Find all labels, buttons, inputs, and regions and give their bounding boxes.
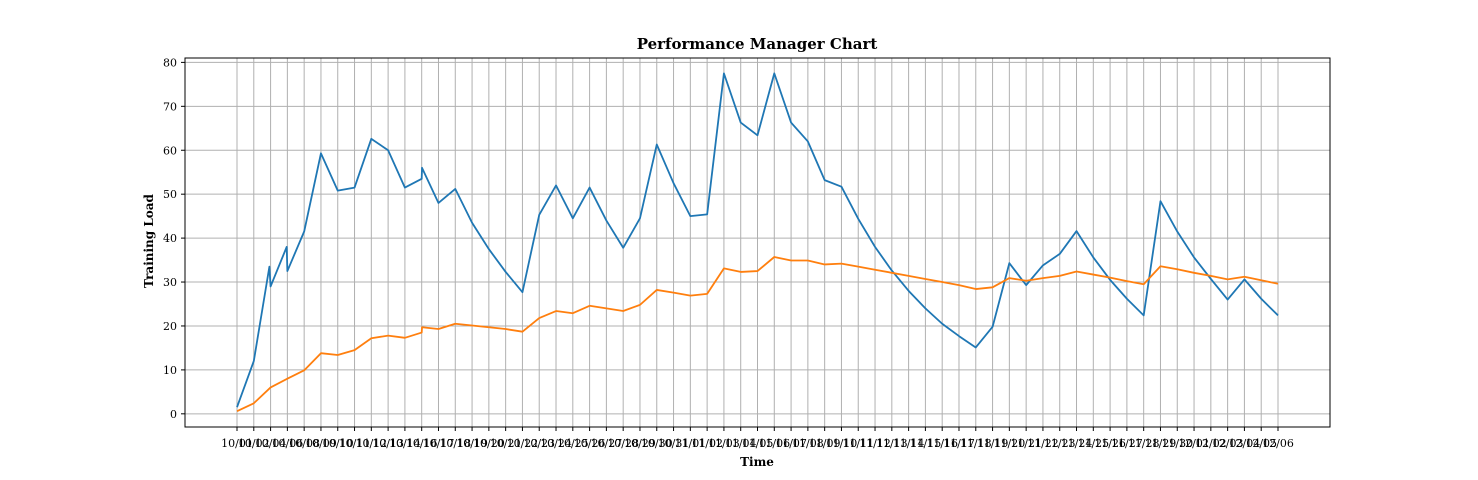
x-tick-label: 10/10 — [322, 437, 354, 450]
y-tick-label: 0 — [170, 408, 177, 421]
x-gridlines — [236, 58, 1279, 427]
y-tick-label: 70 — [163, 100, 177, 113]
x-tick-label: 10/30 — [641, 437, 673, 450]
series-line-2 — [236, 256, 1279, 413]
x-tick-label: 11/26 — [1094, 437, 1126, 450]
x-tick-label: 11/13 — [876, 437, 908, 450]
x-tick-label: 10/04 — [255, 437, 287, 450]
series-line-1 — [236, 72, 1279, 408]
x-tick-label: 10/31 — [658, 437, 690, 450]
y-tick-label: 50 — [163, 188, 177, 201]
x-tick-label: 10/09 — [305, 437, 337, 450]
y-ticks: 0 10 20 30 40 50 60 70 80 — [163, 56, 185, 421]
x-tick-label: 11/29 — [1145, 437, 1177, 450]
x-tick-label: 10/13 — [372, 437, 404, 450]
y-gridlines — [185, 61, 1330, 415]
x-tick-label: 11/10 — [826, 437, 858, 450]
x-tick-label: 11/21 — [1010, 437, 1042, 450]
x-tick-label: 10/28 — [607, 437, 639, 450]
x-tick-label: 10/14 — [389, 437, 421, 450]
x-tick-label: 10/01 — [221, 437, 253, 450]
x-tick-label: 10/17 — [423, 437, 455, 450]
x-tick-label: 11/06 — [758, 437, 790, 450]
x-tick-label: 11/19 — [977, 437, 1009, 450]
x-tick-label: 12/04 — [1229, 437, 1261, 450]
x-tick-label: 11/30 — [1161, 437, 1193, 450]
y-tick-label: 20 — [163, 320, 177, 333]
x-tick-label: 11/03 — [708, 437, 740, 450]
x-tick-label: 12/03 — [1212, 437, 1244, 450]
x-tick-label: 10/21 — [490, 437, 522, 450]
x-tick-label: 11/15 — [910, 437, 942, 450]
x-tick-label: 12/05 — [1245, 437, 1277, 450]
x-tick-label: 10/27 — [591, 437, 623, 450]
x-tick-label: 11/22 — [1027, 437, 1059, 450]
x-tick-label: 11/01 — [674, 437, 706, 450]
x-tick-label: 11/23 — [1044, 437, 1076, 450]
x-tick-label: 11/05 — [742, 437, 774, 450]
x-tick-label: 11/28 — [1128, 437, 1160, 450]
x-ticks: 10/0110/0210/0410/0610/0810/0910/1010/11… — [221, 427, 1294, 450]
x-tick-label: 11/27 — [1111, 437, 1143, 450]
y-tick-label: 60 — [163, 144, 177, 157]
x-tick-label: 11/17 — [943, 437, 975, 450]
y-tick-label: 80 — [163, 56, 177, 69]
x-tick-label: 11/09 — [809, 437, 841, 450]
x-tick-label: 11/18 — [960, 437, 992, 450]
x-tick-label: 11/16 — [926, 437, 958, 450]
x-tick-label: 10/16 — [406, 437, 438, 450]
x-tick-label: 11/24 — [1061, 437, 1093, 450]
x-tick-label: 10/25 — [557, 437, 589, 450]
x-tick-label: 10/19 — [456, 437, 488, 450]
x-tick-label: 11/14 — [893, 437, 925, 450]
x-tick-label: 11/12 — [859, 437, 891, 450]
x-tick-label: 12/06 — [1262, 437, 1294, 450]
x-tick-label: 11/04 — [725, 437, 757, 450]
x-axis-label: Time — [740, 455, 774, 469]
x-tick-label: 12/01 — [1178, 437, 1210, 450]
x-tick-label: 10/22 — [507, 437, 539, 450]
series-lines — [236, 72, 1279, 413]
x-tick-label: 11/08 — [792, 437, 824, 450]
x-tick-label: 10/08 — [288, 437, 320, 450]
y-axis-label: Training Load — [142, 193, 156, 288]
y-tick-label: 30 — [163, 276, 177, 289]
x-tick-label: 10/23 — [523, 437, 555, 450]
x-tick-label: 10/11 — [339, 437, 371, 450]
x-tick-label: 11/07 — [775, 437, 807, 450]
x-tick-label: 10/12 — [355, 437, 387, 450]
x-tick-label: 10/26 — [574, 437, 606, 450]
x-tick-label: 11/02 — [691, 437, 723, 450]
x-tick-label: 11/20 — [994, 437, 1026, 450]
x-tick-label: 10/18 — [439, 437, 471, 450]
x-tick-label: 10/06 — [272, 437, 304, 450]
x-tick-label: 10/20 — [473, 437, 505, 450]
x-tick-label: 11/11 — [842, 437, 874, 450]
x-tick-label: 10/24 — [540, 437, 572, 450]
y-tick-label: 40 — [163, 232, 177, 245]
x-tick-label: 10/02 — [238, 437, 270, 450]
x-tick-label: 12/02 — [1195, 437, 1227, 450]
x-tick-label: 10/29 — [624, 437, 656, 450]
y-tick-label: 10 — [163, 364, 177, 377]
chart-title: Performance Manager Chart — [637, 35, 878, 53]
x-tick-label: 11/25 — [1077, 437, 1109, 450]
